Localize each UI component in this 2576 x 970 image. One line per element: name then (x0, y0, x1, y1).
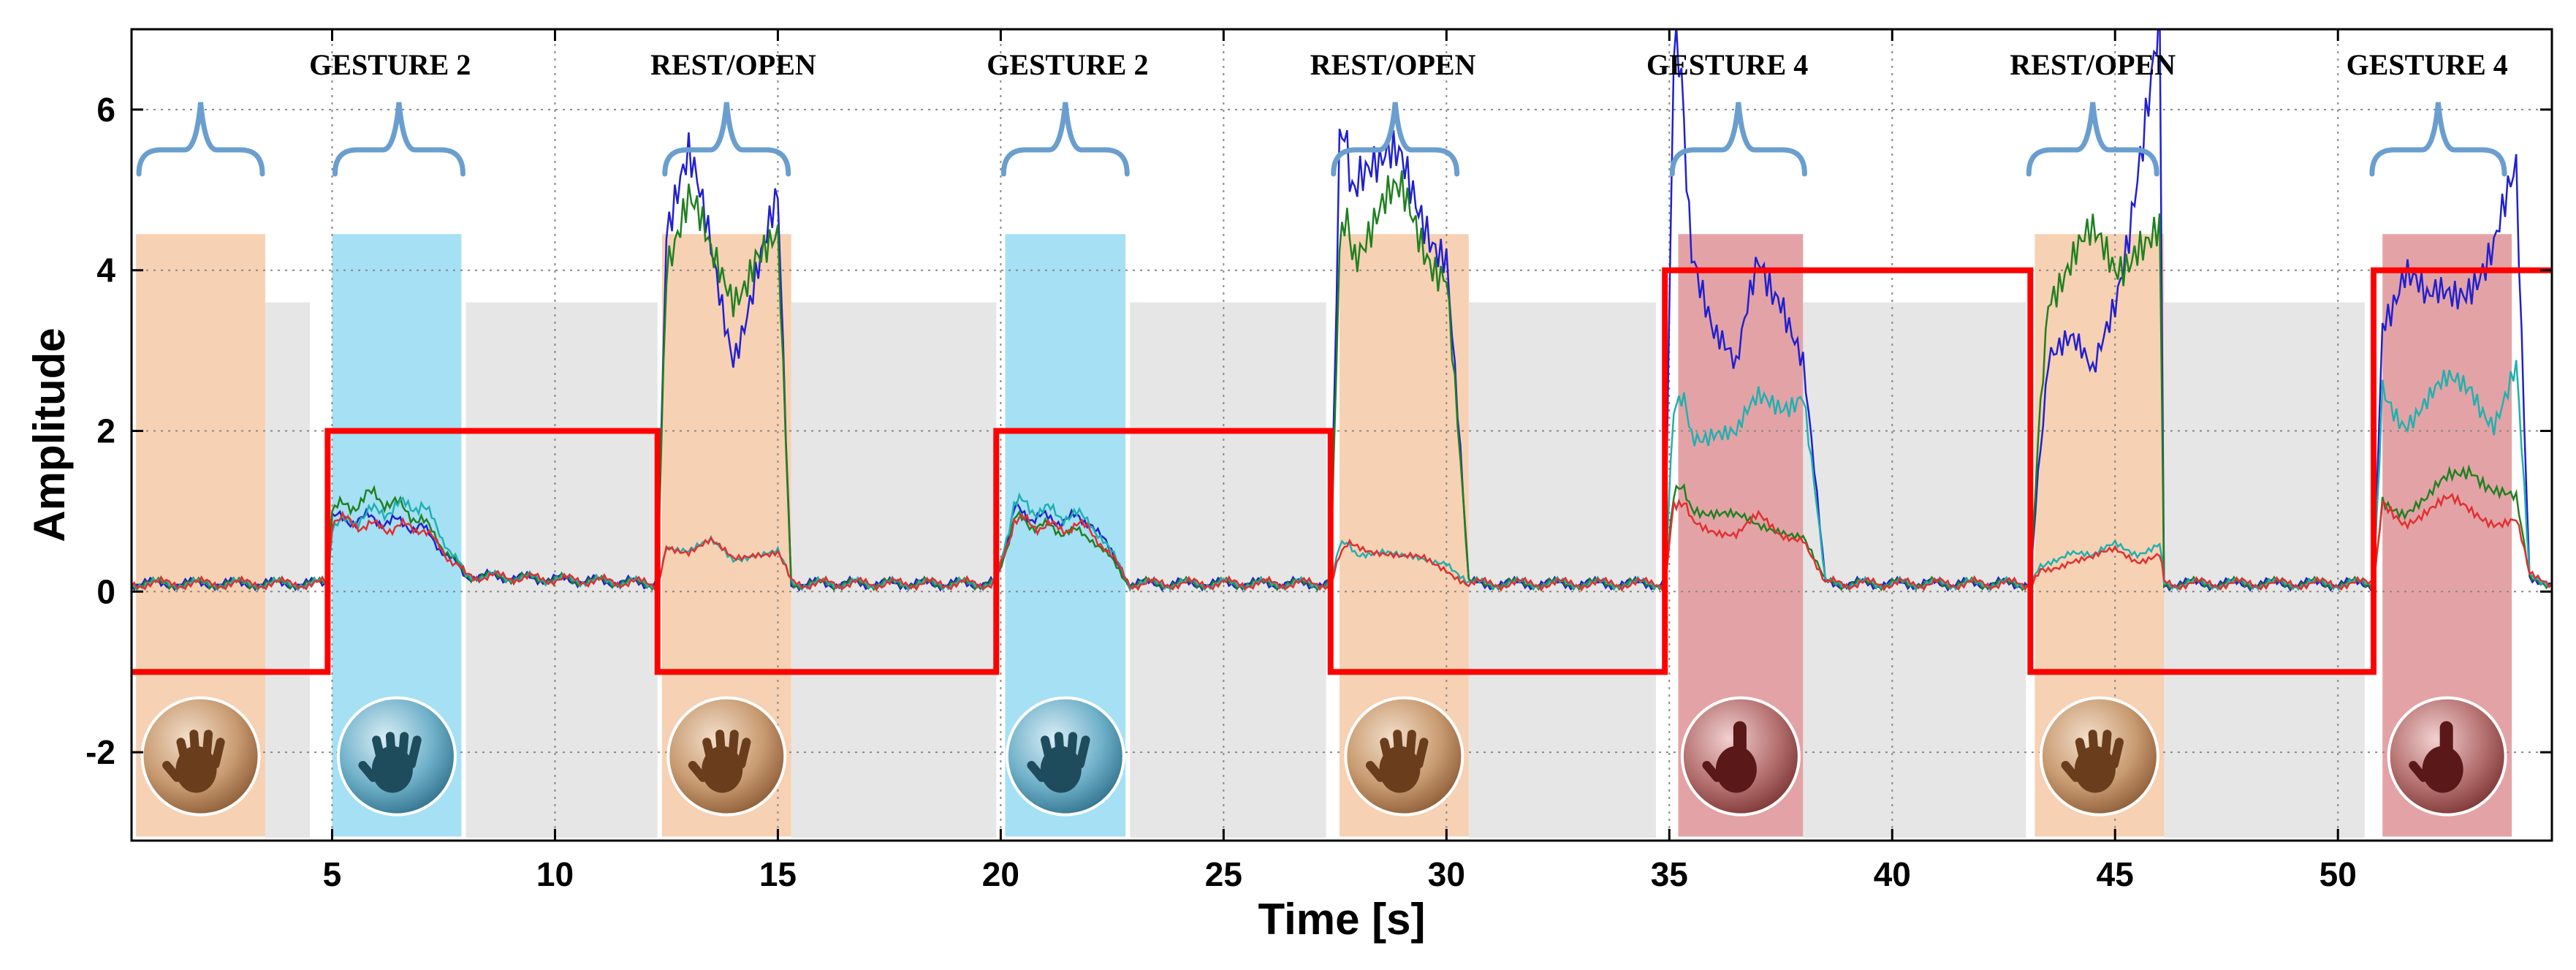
braces (136, 102, 2507, 177)
icon-finger (2088, 730, 2100, 766)
plot-frame (130, 28, 2553, 842)
x-tick-label: 5 (323, 855, 342, 893)
open-hand-icon (1344, 696, 1464, 816)
icon-finger (1054, 732, 1065, 766)
phase-label: GESTURE 4 (2347, 48, 2508, 81)
idle-region (466, 302, 658, 838)
icon-finger (1066, 732, 1078, 766)
brace (2026, 102, 2159, 177)
icon-finger (2100, 730, 2112, 766)
idle-region (1803, 302, 2026, 838)
icon-thumb (2061, 760, 2081, 782)
brace (332, 102, 466, 177)
open-hand-icon (2039, 696, 2159, 816)
y-tick-label: -2 (86, 733, 115, 771)
idle-region (265, 302, 310, 838)
icon-finger (189, 730, 200, 766)
x-tick-label: 35 (1651, 855, 1688, 893)
icon-finger (1041, 735, 1055, 769)
brace (1000, 102, 1130, 177)
icon-thumb (688, 760, 707, 782)
icon-finger (2439, 721, 2453, 762)
icon-finger (202, 730, 213, 766)
icon-finger (2075, 738, 2089, 769)
brace (1331, 102, 1460, 177)
icon-finger (1414, 738, 1429, 769)
icon-thumb (358, 760, 378, 782)
icon-finger (1380, 738, 1394, 769)
y-axis-label: Amplitude (25, 327, 74, 542)
y-tick-label: 0 (96, 572, 115, 610)
x-tick-label: 15 (759, 855, 797, 893)
gesture4-hand-icon (1680, 696, 1801, 816)
idle-region (1468, 302, 1657, 838)
icon-finger (737, 738, 751, 769)
y-tick-label: 2 (96, 412, 115, 450)
phase-label: GESTURE 2 (987, 48, 1148, 81)
x-tick-label: 30 (1428, 855, 1465, 893)
x-tick-label: 10 (536, 855, 574, 893)
gesture2-hand-icon (336, 696, 457, 816)
label-step-line (132, 267, 2552, 675)
open-hand-icon (140, 696, 261, 816)
icon-thumb (1365, 760, 1386, 782)
icon-finger (406, 735, 422, 769)
phase-labels: GESTURE 2 REST/OPEN GESTURE 2 REST/OPEN GEST… (309, 48, 2508, 81)
icon-thumb (1027, 760, 1046, 782)
label-line-group (132, 267, 2552, 675)
icon-finger (176, 738, 191, 769)
icon-finger (727, 730, 739, 766)
y-tick-label: 4 (96, 251, 115, 289)
idle-regions (265, 302, 2365, 838)
brace (662, 102, 791, 177)
gesture2-hand-icon (1005, 696, 1125, 816)
axes: 5 10 15 20 25 30 35 40 45 50 -2 0 2 4 6 (86, 28, 2553, 893)
icon-finger (372, 735, 387, 769)
icon-thumb (2409, 760, 2428, 782)
icon-thumb (162, 760, 182, 782)
icon-finger (385, 732, 397, 766)
x-tick-label: 20 (982, 855, 1019, 893)
icon-finger (702, 738, 717, 769)
y-tick-label: 6 (96, 91, 115, 129)
phase-label: REST/OPEN (650, 48, 816, 81)
icon-palm (2422, 746, 2463, 793)
x-axis-label: Time [s] (1258, 895, 1426, 944)
icon-finger (715, 730, 726, 766)
gesture4-hand-icon (2387, 696, 2507, 816)
icon-thumb (1702, 760, 1722, 782)
icon-finger (1733, 721, 1747, 762)
x-tick-label: 45 (2097, 855, 2134, 893)
icon-finger (2109, 738, 2124, 769)
phase-label: REST/OPEN (2010, 48, 2176, 81)
brace (1669, 102, 1807, 177)
icon-finger (1393, 730, 1404, 766)
icon-finger (210, 738, 225, 769)
x-tick-label: 25 (1205, 855, 1242, 893)
brace (2369, 102, 2507, 177)
idle-region (791, 302, 997, 838)
icon-finger (1405, 730, 1416, 766)
brace (136, 102, 265, 177)
idle-region (2164, 302, 2365, 838)
idle-region (1130, 302, 1326, 838)
x-tick-label: 50 (2319, 855, 2357, 893)
phase-label: GESTURE 4 (1646, 48, 1808, 81)
phase-label: GESTURE 2 (309, 48, 471, 81)
open-hand-icon (666, 696, 787, 816)
icon-finger (398, 732, 409, 766)
phase-label: REST/OPEN (1310, 48, 1476, 81)
gesture-icons (140, 696, 2507, 816)
x-tick-label: 40 (1874, 855, 1911, 893)
icon-palm (1715, 746, 1757, 793)
icon-finger (1075, 735, 1090, 769)
